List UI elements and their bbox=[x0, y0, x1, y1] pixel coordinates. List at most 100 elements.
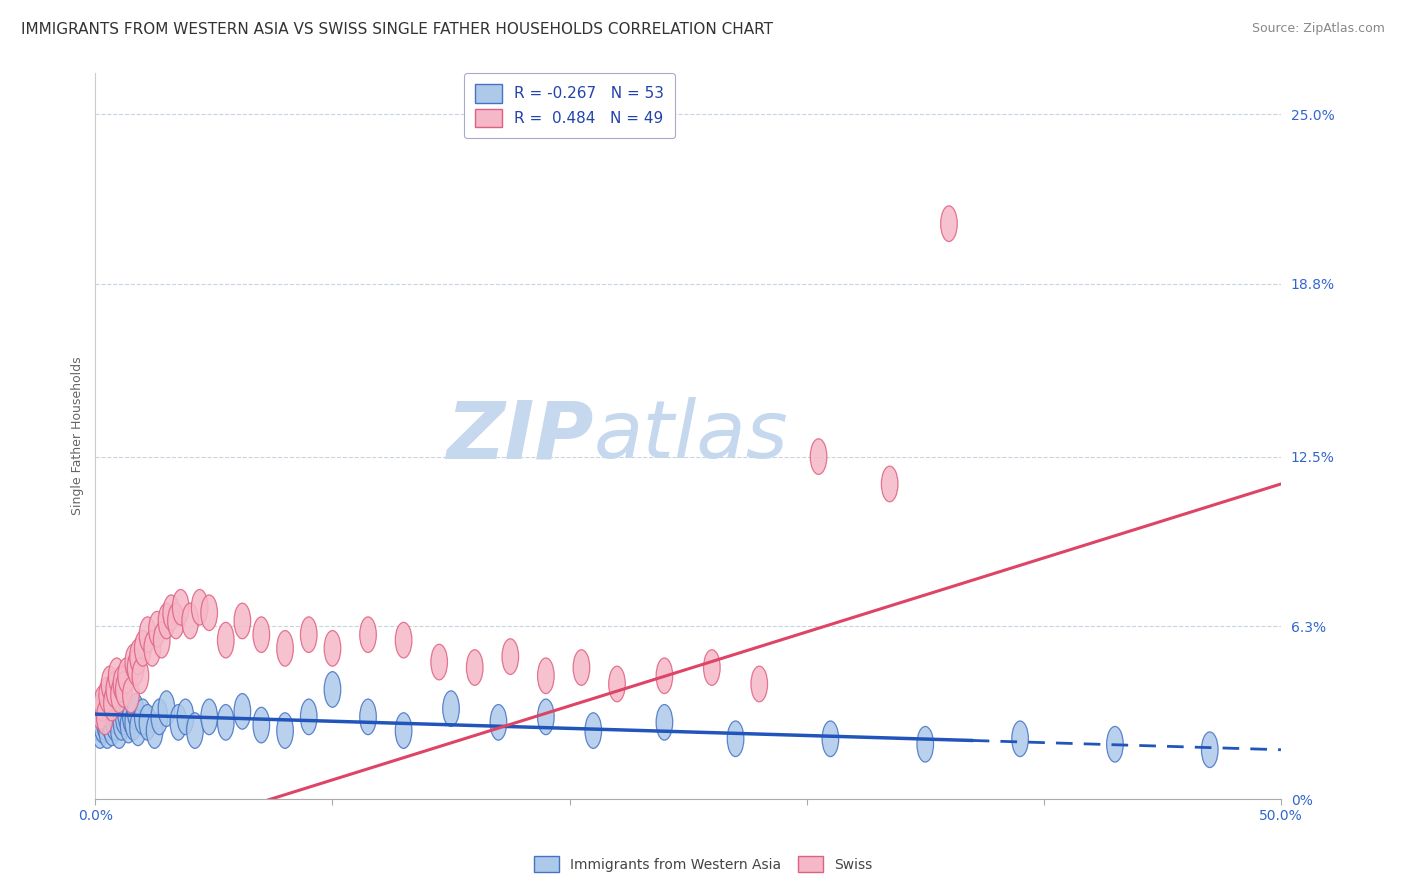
Ellipse shape bbox=[122, 699, 139, 735]
Ellipse shape bbox=[395, 623, 412, 658]
Ellipse shape bbox=[97, 699, 112, 735]
Ellipse shape bbox=[91, 699, 108, 735]
Text: Source: ZipAtlas.com: Source: ZipAtlas.com bbox=[1251, 22, 1385, 36]
Ellipse shape bbox=[128, 694, 143, 729]
Ellipse shape bbox=[115, 699, 132, 735]
Ellipse shape bbox=[128, 649, 143, 685]
Ellipse shape bbox=[751, 666, 768, 702]
Ellipse shape bbox=[233, 603, 250, 639]
Y-axis label: Single Father Households: Single Father Households bbox=[72, 357, 84, 516]
Ellipse shape bbox=[132, 658, 149, 694]
Ellipse shape bbox=[94, 707, 111, 743]
Ellipse shape bbox=[90, 705, 105, 740]
Ellipse shape bbox=[253, 707, 270, 743]
Ellipse shape bbox=[104, 685, 121, 721]
Ellipse shape bbox=[703, 649, 720, 685]
Ellipse shape bbox=[360, 699, 377, 735]
Ellipse shape bbox=[112, 666, 129, 702]
Ellipse shape bbox=[153, 623, 170, 658]
Ellipse shape bbox=[94, 685, 111, 721]
Ellipse shape bbox=[1012, 721, 1028, 756]
Ellipse shape bbox=[129, 710, 146, 746]
Ellipse shape bbox=[430, 644, 447, 680]
Ellipse shape bbox=[135, 631, 150, 666]
Ellipse shape bbox=[187, 713, 204, 748]
Ellipse shape bbox=[150, 699, 167, 735]
Ellipse shape bbox=[139, 705, 156, 740]
Ellipse shape bbox=[609, 666, 626, 702]
Ellipse shape bbox=[181, 603, 198, 639]
Ellipse shape bbox=[143, 631, 160, 666]
Ellipse shape bbox=[585, 713, 602, 748]
Ellipse shape bbox=[167, 603, 184, 639]
Ellipse shape bbox=[191, 590, 208, 625]
Ellipse shape bbox=[233, 694, 250, 729]
Ellipse shape bbox=[170, 705, 187, 740]
Legend: R = -0.267   N = 53, R =  0.484   N = 49: R = -0.267 N = 53, R = 0.484 N = 49 bbox=[464, 73, 675, 138]
Ellipse shape bbox=[574, 649, 589, 685]
Text: ZIP: ZIP bbox=[446, 397, 593, 475]
Ellipse shape bbox=[122, 677, 139, 713]
Ellipse shape bbox=[917, 726, 934, 762]
Ellipse shape bbox=[657, 705, 672, 740]
Ellipse shape bbox=[115, 672, 132, 707]
Ellipse shape bbox=[125, 705, 142, 740]
Text: atlas: atlas bbox=[593, 397, 787, 475]
Ellipse shape bbox=[118, 697, 135, 732]
Ellipse shape bbox=[823, 721, 839, 756]
Ellipse shape bbox=[395, 713, 412, 748]
Ellipse shape bbox=[112, 705, 129, 740]
Ellipse shape bbox=[502, 639, 519, 674]
Ellipse shape bbox=[146, 713, 163, 748]
Ellipse shape bbox=[149, 611, 166, 647]
Ellipse shape bbox=[177, 699, 194, 735]
Ellipse shape bbox=[108, 658, 125, 694]
Ellipse shape bbox=[121, 707, 136, 743]
Ellipse shape bbox=[125, 644, 142, 680]
Ellipse shape bbox=[301, 699, 316, 735]
Ellipse shape bbox=[104, 710, 121, 746]
Ellipse shape bbox=[105, 672, 122, 707]
Ellipse shape bbox=[218, 623, 233, 658]
Legend: Immigrants from Western Asia, Swiss: Immigrants from Western Asia, Swiss bbox=[529, 851, 877, 878]
Text: IMMIGRANTS FROM WESTERN ASIA VS SWISS SINGLE FATHER HOUSEHOLDS CORRELATION CHART: IMMIGRANTS FROM WESTERN ASIA VS SWISS SI… bbox=[21, 22, 773, 37]
Ellipse shape bbox=[491, 705, 506, 740]
Ellipse shape bbox=[325, 672, 340, 707]
Ellipse shape bbox=[537, 658, 554, 694]
Ellipse shape bbox=[159, 690, 174, 726]
Ellipse shape bbox=[97, 705, 112, 740]
Ellipse shape bbox=[104, 697, 121, 732]
Ellipse shape bbox=[201, 595, 218, 631]
Ellipse shape bbox=[727, 721, 744, 756]
Ellipse shape bbox=[101, 699, 118, 735]
Ellipse shape bbox=[201, 699, 218, 735]
Ellipse shape bbox=[277, 713, 294, 748]
Ellipse shape bbox=[111, 677, 128, 713]
Ellipse shape bbox=[1202, 732, 1218, 767]
Ellipse shape bbox=[98, 694, 115, 729]
Ellipse shape bbox=[118, 658, 135, 694]
Ellipse shape bbox=[467, 649, 484, 685]
Ellipse shape bbox=[105, 705, 122, 740]
Ellipse shape bbox=[98, 677, 115, 713]
Ellipse shape bbox=[657, 658, 672, 694]
Ellipse shape bbox=[882, 467, 898, 502]
Ellipse shape bbox=[111, 694, 128, 729]
Ellipse shape bbox=[135, 699, 150, 735]
Ellipse shape bbox=[98, 713, 115, 748]
Ellipse shape bbox=[325, 631, 340, 666]
Ellipse shape bbox=[360, 617, 377, 652]
Ellipse shape bbox=[443, 690, 460, 726]
Ellipse shape bbox=[91, 694, 108, 729]
Ellipse shape bbox=[218, 705, 233, 740]
Ellipse shape bbox=[111, 713, 128, 748]
Ellipse shape bbox=[101, 705, 118, 740]
Ellipse shape bbox=[941, 206, 957, 242]
Ellipse shape bbox=[277, 631, 294, 666]
Ellipse shape bbox=[173, 590, 188, 625]
Ellipse shape bbox=[537, 699, 554, 735]
Ellipse shape bbox=[139, 617, 156, 652]
Ellipse shape bbox=[810, 439, 827, 475]
Ellipse shape bbox=[301, 617, 316, 652]
Ellipse shape bbox=[108, 699, 125, 735]
